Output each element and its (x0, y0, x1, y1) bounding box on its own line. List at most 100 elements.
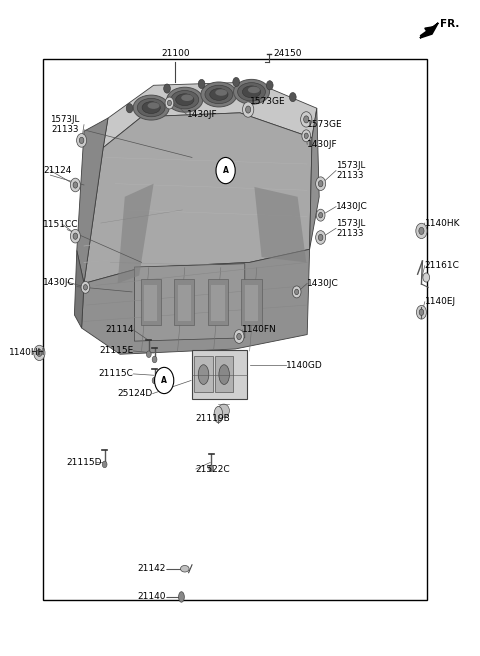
Polygon shape (254, 187, 306, 262)
Circle shape (266, 81, 273, 90)
Ellipse shape (137, 98, 165, 117)
Circle shape (84, 285, 87, 290)
Text: A: A (223, 166, 228, 175)
Text: 21119B: 21119B (196, 414, 230, 423)
Circle shape (419, 228, 424, 234)
Circle shape (165, 97, 174, 109)
Ellipse shape (238, 83, 265, 101)
Circle shape (209, 465, 214, 472)
Ellipse shape (242, 86, 261, 98)
Circle shape (71, 178, 80, 192)
Ellipse shape (201, 82, 237, 107)
Text: 1430JC: 1430JC (43, 277, 75, 287)
Polygon shape (84, 113, 312, 283)
Ellipse shape (218, 404, 229, 417)
Text: 1430JC: 1430JC (336, 202, 368, 211)
Circle shape (216, 157, 235, 184)
Circle shape (77, 134, 86, 147)
Bar (208, 279, 228, 325)
Circle shape (318, 180, 323, 187)
Bar (144, 285, 157, 321)
Polygon shape (118, 184, 154, 283)
Circle shape (152, 356, 157, 363)
Circle shape (164, 84, 170, 93)
Bar (141, 279, 161, 325)
Circle shape (295, 289, 299, 295)
Ellipse shape (248, 87, 260, 93)
Bar (174, 279, 194, 325)
Text: 1140GD: 1140GD (286, 361, 323, 370)
Circle shape (289, 92, 296, 102)
Polygon shape (134, 264, 245, 341)
Ellipse shape (176, 94, 194, 106)
Ellipse shape (210, 89, 228, 100)
Circle shape (304, 133, 308, 138)
Circle shape (246, 106, 251, 113)
Ellipse shape (171, 91, 199, 109)
Circle shape (81, 281, 90, 293)
Polygon shape (103, 82, 317, 148)
Text: 25124D: 25124D (118, 389, 153, 398)
Text: 24150: 24150 (274, 49, 302, 58)
FancyBboxPatch shape (192, 350, 247, 399)
Circle shape (300, 112, 312, 127)
Text: 21161C: 21161C (425, 261, 460, 270)
Circle shape (419, 309, 424, 316)
Circle shape (73, 233, 78, 239)
Circle shape (37, 350, 42, 356)
Text: 1430JF: 1430JF (307, 140, 338, 149)
Text: 1140FN: 1140FN (242, 325, 277, 335)
Text: 1573JL
21133: 1573JL 21133 (50, 115, 79, 134)
Ellipse shape (215, 89, 228, 96)
Text: 1573JL
21133: 1573JL 21133 (336, 218, 365, 238)
Ellipse shape (179, 592, 184, 602)
Text: 21124: 21124 (43, 166, 72, 175)
Bar (211, 285, 225, 321)
Circle shape (233, 77, 240, 87)
Circle shape (71, 230, 80, 243)
Circle shape (152, 377, 157, 384)
Bar (178, 285, 191, 321)
Ellipse shape (181, 94, 193, 101)
Polygon shape (420, 23, 438, 38)
Ellipse shape (233, 79, 270, 104)
Polygon shape (310, 108, 319, 249)
Text: 1573GE: 1573GE (307, 120, 343, 129)
Circle shape (79, 137, 84, 144)
Text: 21100: 21100 (161, 49, 190, 58)
Circle shape (316, 177, 325, 190)
Text: 21522C: 21522C (196, 464, 230, 474)
Circle shape (155, 367, 174, 394)
Circle shape (73, 182, 78, 188)
Circle shape (198, 79, 205, 89)
Circle shape (242, 102, 254, 117)
Ellipse shape (148, 102, 159, 109)
Bar (245, 285, 258, 321)
Ellipse shape (167, 87, 203, 112)
Polygon shape (82, 249, 310, 354)
Text: 1430JC: 1430JC (307, 279, 339, 288)
Ellipse shape (198, 365, 209, 384)
Text: 21115C: 21115C (98, 369, 133, 379)
Polygon shape (74, 251, 84, 328)
Circle shape (34, 345, 45, 361)
Polygon shape (77, 118, 108, 283)
Circle shape (423, 273, 430, 282)
Circle shape (319, 213, 323, 218)
Circle shape (316, 231, 325, 244)
Circle shape (316, 209, 325, 221)
Text: 1151CC: 1151CC (43, 220, 79, 229)
Text: A: A (161, 376, 167, 385)
Circle shape (168, 100, 171, 106)
Circle shape (318, 234, 323, 241)
Circle shape (234, 330, 244, 343)
Circle shape (237, 333, 241, 340)
Circle shape (102, 461, 107, 468)
Text: 1573JL
21133: 1573JL 21133 (336, 161, 365, 180)
Bar (194, 356, 213, 392)
Ellipse shape (142, 102, 160, 113)
Text: 1430JF: 1430JF (187, 110, 218, 119)
Circle shape (304, 116, 309, 123)
Bar (43, 59, 427, 600)
Text: 1140HK: 1140HK (425, 218, 460, 228)
